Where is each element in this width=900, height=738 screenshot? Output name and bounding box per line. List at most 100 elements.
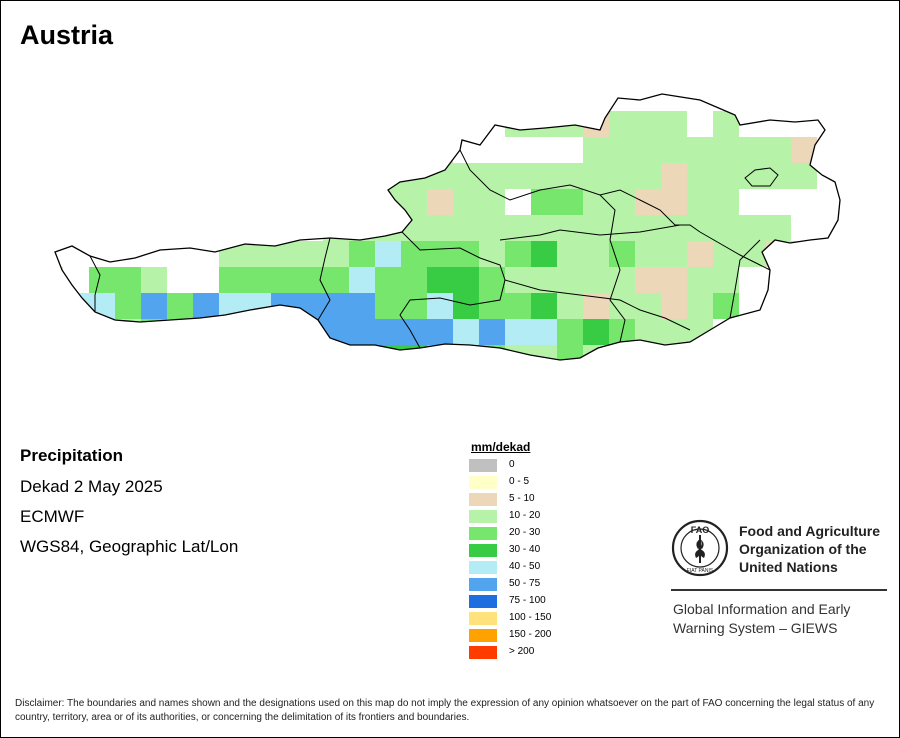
- grid-cell: [401, 189, 427, 215]
- grid-cell: [323, 371, 349, 397]
- grid-cell: [323, 397, 349, 423]
- grid-cell: [583, 215, 609, 241]
- grid-cell: [661, 267, 687, 293]
- province-line-lower-austria: [699, 231, 771, 271]
- grid-cell: [609, 189, 635, 215]
- grid-cell: [765, 215, 791, 241]
- grid-cell: [167, 345, 193, 360]
- grid-cell: [531, 111, 557, 137]
- legend-label: 20 - 30: [509, 527, 541, 538]
- fao-logo-icon: FAO FIAT PANIS: [671, 519, 729, 577]
- grid-cell: [531, 371, 557, 397]
- austria-outline: [54, 93, 841, 361]
- grid-cell: [271, 319, 297, 345]
- grid-cell: [167, 293, 193, 319]
- grid-cell: [661, 189, 687, 215]
- grid-cell: [505, 267, 531, 293]
- grid-cell: [219, 267, 245, 293]
- grid-cell: [453, 345, 479, 360]
- legend-swatch: [469, 476, 497, 489]
- grid-cell: [531, 189, 557, 215]
- grid-cell: [297, 371, 323, 397]
- grid-cell: [505, 345, 531, 360]
- grid-cell: [687, 241, 713, 267]
- grid-cell: [323, 267, 349, 293]
- grid-cell: [349, 345, 375, 360]
- grid-cell: [739, 163, 765, 189]
- grid-cell: [557, 267, 583, 293]
- legend-swatch: [469, 544, 497, 557]
- grid-cell: [427, 293, 453, 319]
- grid-cell: [661, 371, 687, 397]
- grid-cell: [375, 163, 401, 189]
- grid-cell: [271, 267, 297, 293]
- grid-cell: [661, 241, 687, 267]
- grid-cell: [687, 137, 713, 163]
- grid-cell: [323, 319, 349, 345]
- grid-cell: [739, 215, 765, 241]
- grid-cell: [401, 293, 427, 319]
- fao-name: Food and Agriculture Organization of the…: [739, 523, 881, 575]
- grid-cell: [609, 267, 635, 293]
- grid-cell: [349, 293, 375, 319]
- province-line-tyrol-east: [317, 237, 331, 321]
- grid-cell: [531, 319, 557, 345]
- grid-cell: [427, 397, 453, 423]
- grid-cell: [583, 189, 609, 215]
- province-line-salzburg: [399, 231, 506, 349]
- grid-cell: [609, 163, 635, 189]
- grid-cell: [323, 189, 349, 215]
- grid-cell: [557, 241, 583, 267]
- grid-cell: [427, 137, 453, 163]
- grid-cell: [453, 267, 479, 293]
- legend-swatch: [469, 612, 497, 625]
- legend-label: 50 - 75: [509, 578, 541, 589]
- grid-cell: [531, 423, 557, 449]
- grid-cell: [349, 397, 375, 423]
- grid-cell: [479, 163, 505, 189]
- grid-cell: [89, 319, 115, 345]
- map-title: Austria: [20, 20, 114, 50]
- disclaimer: Disclaimer: The boundaries and names sho…: [15, 698, 875, 723]
- grid-cell: [427, 267, 453, 293]
- grid-cell: [63, 319, 89, 345]
- grid-cell: [713, 215, 739, 241]
- province-line-vienna: [744, 167, 779, 187]
- grid-cell: [609, 371, 635, 397]
- grid-cell: [583, 319, 609, 345]
- grid-cell: [505, 241, 531, 267]
- grid-cell: [765, 137, 791, 163]
- fao-logo-motto: FIAT PANIS: [687, 568, 714, 574]
- grid-cell: [479, 267, 505, 293]
- grid-cell: [609, 137, 635, 163]
- grid-cell: [687, 267, 713, 293]
- grid-cell: [505, 293, 531, 319]
- grid-cell: [583, 163, 609, 189]
- grid-cell: [557, 371, 583, 397]
- grid-cell: [531, 163, 557, 189]
- grid-cell: [661, 111, 687, 137]
- grid-cell: [349, 371, 375, 397]
- grid-cell: [167, 371, 193, 397]
- grid-cell: [401, 163, 427, 189]
- legend-swatch: [469, 527, 497, 540]
- grid-cell: [141, 319, 167, 345]
- grid-cell: [401, 241, 427, 267]
- grid-cell: [427, 371, 453, 397]
- grid-cell: [609, 345, 635, 360]
- grid-cell: [583, 371, 609, 397]
- grid-cell: [557, 293, 583, 319]
- legend-label: 100 - 150: [509, 612, 552, 623]
- grid-cell: [661, 163, 687, 189]
- grid-cell: [713, 241, 739, 267]
- grid-cell: [245, 345, 271, 360]
- grid-cell: [635, 215, 661, 241]
- grid-cell: [245, 319, 271, 345]
- grid-cell: [297, 319, 323, 345]
- grid-cell: [323, 345, 349, 360]
- grid-cell: [141, 267, 167, 293]
- grid-cell: [141, 293, 167, 319]
- grid-cell: [349, 423, 375, 449]
- grid-cell: [297, 345, 323, 360]
